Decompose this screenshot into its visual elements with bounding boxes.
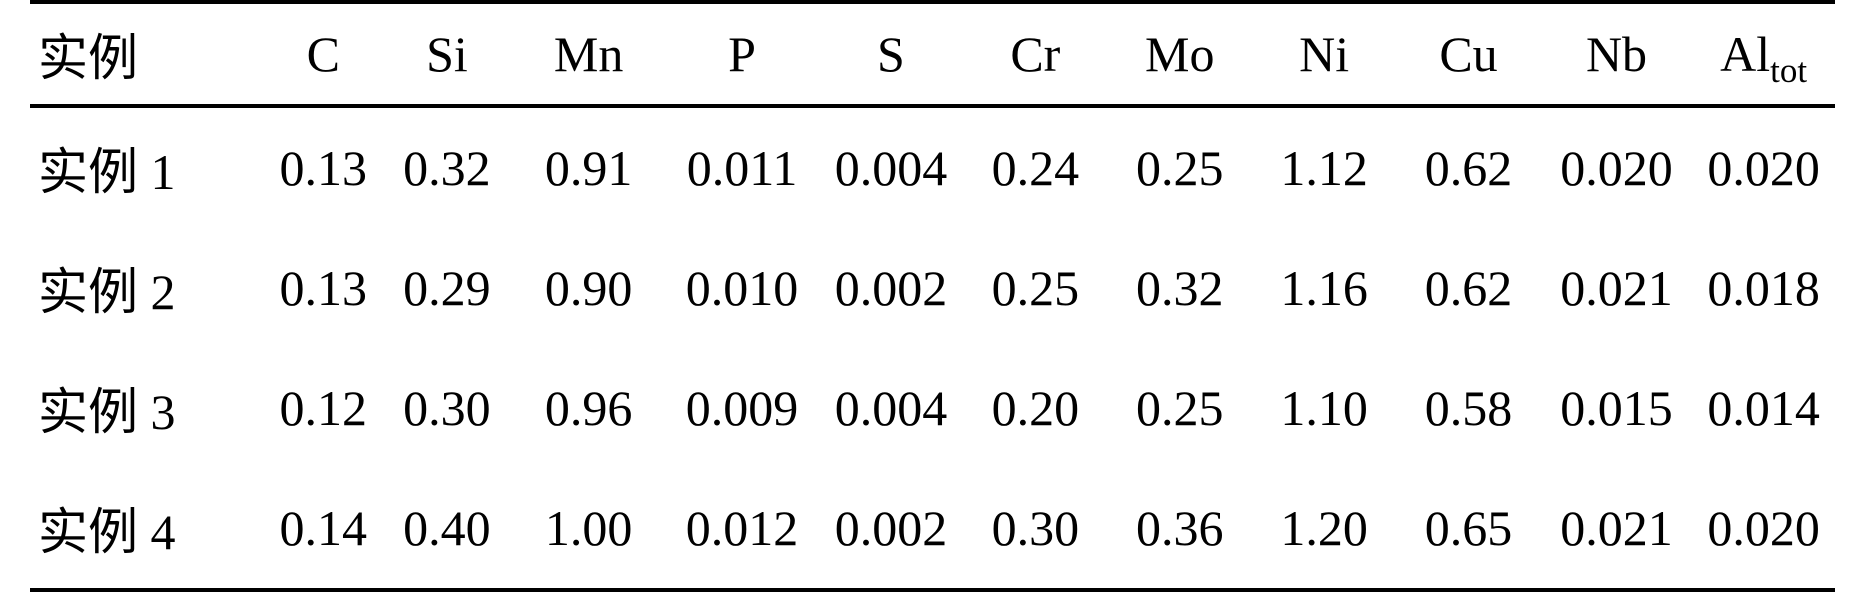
cell-Ni: 1.10 bbox=[1252, 348, 1396, 468]
col-header-P: P bbox=[665, 2, 818, 106]
col-header-Nb: Nb bbox=[1541, 2, 1693, 106]
cell-S: 0.002 bbox=[819, 228, 963, 348]
table-body: 实例 10.130.320.910.0110.0040.240.251.120.… bbox=[30, 106, 1835, 590]
cell-Cr: 0.24 bbox=[963, 106, 1107, 228]
cell-Ni: 1.12 bbox=[1252, 106, 1396, 228]
composition-table-container: 实例CSiMnPSCrMoNiCuNbAltot 实例 10.130.320.9… bbox=[0, 0, 1865, 592]
col-header-Si: Si bbox=[382, 2, 512, 106]
cell-Mo: 0.25 bbox=[1108, 348, 1252, 468]
cell-P: 0.010 bbox=[665, 228, 818, 348]
cell-S: 0.002 bbox=[819, 468, 963, 590]
composition-table: 实例CSiMnPSCrMoNiCuNbAltot 实例 10.130.320.9… bbox=[30, 0, 1835, 592]
cell-S: 0.004 bbox=[819, 348, 963, 468]
cell-Mn: 1.00 bbox=[512, 468, 665, 590]
cell-label: 实例 3 bbox=[30, 348, 265, 468]
table-row: 实例 10.130.320.910.0110.0040.240.251.120.… bbox=[30, 106, 1835, 228]
cell-S: 0.004 bbox=[819, 106, 963, 228]
cell-Mn: 0.91 bbox=[512, 106, 665, 228]
cell-Cu: 0.65 bbox=[1396, 468, 1540, 590]
table-row: 实例 20.130.290.900.0100.0020.250.321.160.… bbox=[30, 228, 1835, 348]
cell-Si: 0.29 bbox=[382, 228, 512, 348]
cell-Altot: 0.020 bbox=[1692, 468, 1835, 590]
cell-Cr: 0.30 bbox=[963, 468, 1107, 590]
cell-Mn: 0.90 bbox=[512, 228, 665, 348]
cell-label: 实例 2 bbox=[30, 228, 265, 348]
cell-Nb: 0.020 bbox=[1541, 106, 1693, 228]
cell-Mn: 0.96 bbox=[512, 348, 665, 468]
cell-Ni: 1.20 bbox=[1252, 468, 1396, 590]
table-row: 实例 40.140.401.000.0120.0020.300.361.200.… bbox=[30, 468, 1835, 590]
cell-Nb: 0.021 bbox=[1541, 468, 1693, 590]
cell-Cu: 0.62 bbox=[1396, 106, 1540, 228]
table-header-row: 实例CSiMnPSCrMoNiCuNbAltot bbox=[30, 2, 1835, 106]
col-header-C: C bbox=[265, 2, 382, 106]
cell-Altot: 0.018 bbox=[1692, 228, 1835, 348]
col-header-Altot: Altot bbox=[1692, 2, 1835, 106]
cell-label: 实例 1 bbox=[30, 106, 265, 228]
cell-P: 0.012 bbox=[665, 468, 818, 590]
col-header-Ni: Ni bbox=[1252, 2, 1396, 106]
cell-C: 0.13 bbox=[265, 228, 382, 348]
cell-Altot: 0.020 bbox=[1692, 106, 1835, 228]
cell-C: 0.14 bbox=[265, 468, 382, 590]
cell-Cu: 0.62 bbox=[1396, 228, 1540, 348]
col-header-label: 实例 bbox=[30, 2, 265, 106]
table-row: 实例 30.120.300.960.0090.0040.200.251.100.… bbox=[30, 348, 1835, 468]
cell-Ni: 1.16 bbox=[1252, 228, 1396, 348]
cell-Cu: 0.58 bbox=[1396, 348, 1540, 468]
cell-Cr: 0.20 bbox=[963, 348, 1107, 468]
cell-P: 0.011 bbox=[665, 106, 818, 228]
cell-C: 0.13 bbox=[265, 106, 382, 228]
cell-Nb: 0.021 bbox=[1541, 228, 1693, 348]
cell-Cr: 0.25 bbox=[963, 228, 1107, 348]
cell-Mo: 0.32 bbox=[1108, 228, 1252, 348]
col-header-Mn: Mn bbox=[512, 2, 665, 106]
col-header-Cr: Cr bbox=[963, 2, 1107, 106]
cell-Mo: 0.25 bbox=[1108, 106, 1252, 228]
cell-Si: 0.40 bbox=[382, 468, 512, 590]
col-header-Altot-main: Al bbox=[1720, 26, 1770, 82]
cell-Si: 0.32 bbox=[382, 106, 512, 228]
col-header-Mo: Mo bbox=[1108, 2, 1252, 106]
col-header-S: S bbox=[819, 2, 963, 106]
col-header-Cu: Cu bbox=[1396, 2, 1540, 106]
cell-C: 0.12 bbox=[265, 348, 382, 468]
cell-P: 0.009 bbox=[665, 348, 818, 468]
cell-Nb: 0.015 bbox=[1541, 348, 1693, 468]
cell-label: 实例 4 bbox=[30, 468, 265, 590]
cell-Mo: 0.36 bbox=[1108, 468, 1252, 590]
col-header-Altot-sub: tot bbox=[1770, 51, 1807, 90]
cell-Si: 0.30 bbox=[382, 348, 512, 468]
cell-Altot: 0.014 bbox=[1692, 348, 1835, 468]
